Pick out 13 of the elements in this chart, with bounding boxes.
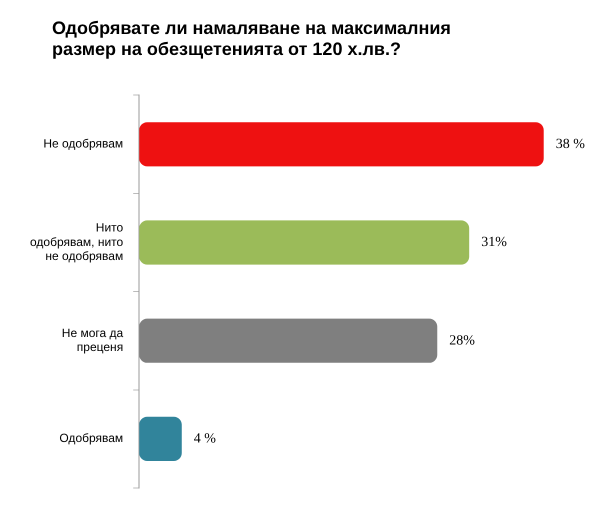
bar	[139, 416, 182, 461]
data-label: 4 %	[194, 432, 216, 447]
data-label: 28%	[449, 333, 476, 348]
chart-title: Одобрявате ли намаляване на максималния размер на обезщетенията от 120 х.лв.?	[52, 18, 452, 60]
y-tick-label: Не мога да преценя	[62, 326, 124, 354]
bar	[139, 220, 470, 265]
data-label: 31%	[481, 235, 508, 250]
y-tick-label: Одобрявам	[59, 431, 124, 446]
data-label: 38 %	[556, 136, 586, 152]
y-tick-label: Нито одобрявам, нито не одобрявам	[30, 220, 124, 264]
y-tick-label: Не одобрявам	[43, 136, 124, 151]
bar	[139, 122, 544, 166]
bar	[139, 318, 438, 363]
